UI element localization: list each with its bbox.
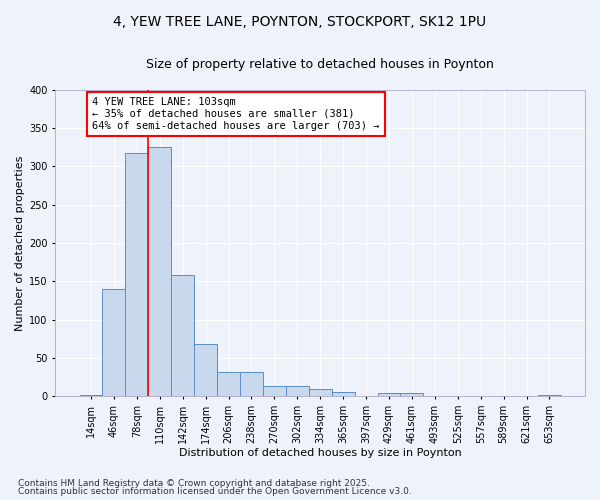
Bar [538,394,561,396]
X-axis label: Distribution of detached houses by size in Poynton: Distribution of detached houses by size … [179,448,461,458]
Bar [400,393,424,396]
Bar [286,386,309,396]
Text: Contains public sector information licensed under the Open Government Licence v3: Contains public sector information licen… [18,487,412,496]
Text: Contains HM Land Registry data © Crown copyright and database right 2025.: Contains HM Land Registry data © Crown c… [18,478,370,488]
Bar [171,275,194,396]
Bar [309,388,332,396]
Title: Size of property relative to detached houses in Poynton: Size of property relative to detached ho… [146,58,494,70]
Bar [217,372,240,396]
Bar [332,392,355,396]
Bar [125,152,148,396]
Bar [80,394,103,396]
Bar [194,344,217,396]
Y-axis label: Number of detached properties: Number of detached properties [15,156,25,330]
Bar [377,393,400,396]
Bar [148,147,171,396]
Bar [240,372,263,396]
Bar [263,386,286,396]
Text: 4 YEW TREE LANE: 103sqm
← 35% of detached houses are smaller (381)
64% of semi-d: 4 YEW TREE LANE: 103sqm ← 35% of detache… [92,98,380,130]
Text: 4, YEW TREE LANE, POYNTON, STOCKPORT, SK12 1PU: 4, YEW TREE LANE, POYNTON, STOCKPORT, SK… [113,15,487,29]
Bar [103,289,125,396]
